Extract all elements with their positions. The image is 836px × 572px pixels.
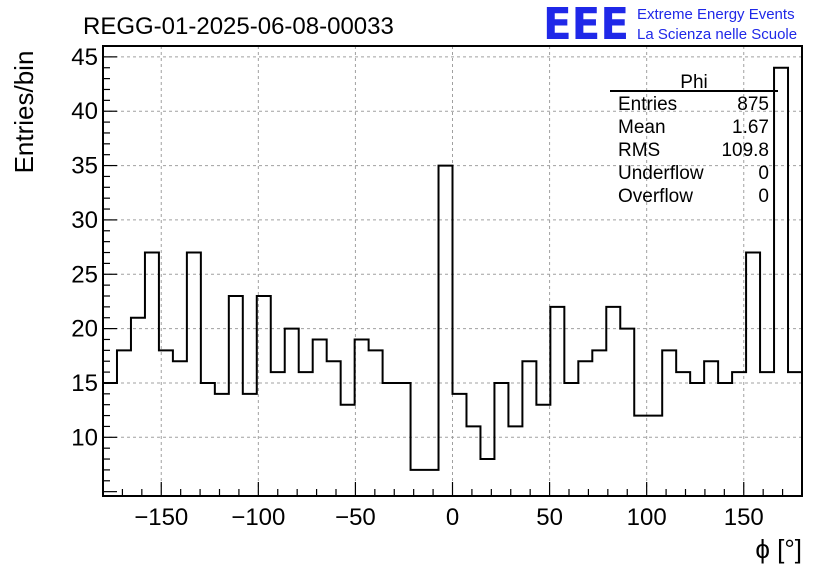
- x-tick-label: 0: [446, 504, 459, 531]
- histogram-bin: [480, 459, 494, 496]
- histogram-bin: [355, 339, 369, 496]
- histogram-bin: [522, 361, 536, 496]
- histogram-bin: [662, 350, 676, 496]
- histogram-bin: [285, 329, 299, 496]
- stats-label-underflow: Underflow: [618, 163, 704, 184]
- histogram-bin: [215, 394, 229, 496]
- stats-label-mean: Mean: [618, 117, 666, 138]
- histogram-bin: [494, 383, 508, 496]
- histogram-bin: [257, 296, 271, 496]
- stats-label-overflow: Overflow: [618, 186, 693, 207]
- x-tick-labels: −150 −100 −50 0 50 100 150: [134, 504, 764, 531]
- histogram-bin: [453, 394, 467, 496]
- y-tick-label: 15: [71, 370, 98, 397]
- stats-box: Phi Entries 875 Mean 1.67 RMS 109.8 Unde…: [610, 72, 778, 207]
- histogram-bin: [564, 383, 578, 496]
- stats-value-rms: 109.8: [721, 140, 769, 161]
- histogram-bin: [201, 383, 215, 496]
- histogram-bin: [592, 350, 606, 496]
- y-tick-label: 40: [71, 98, 98, 125]
- logo-line-2: La Scienza nelle Scuole: [637, 26, 797, 43]
- y-tick-label: 20: [71, 316, 98, 343]
- histogram-bin: [299, 372, 313, 496]
- stats-value-entries: 875: [737, 94, 769, 115]
- y-axis-label: Entries/bin: [9, 51, 39, 174]
- y-tick-label: 45: [71, 44, 98, 71]
- stats-title: Phi: [680, 72, 707, 93]
- chart-title: REGG-01-2025-06-08-00033: [83, 13, 394, 40]
- x-tick-label: 100: [627, 504, 667, 531]
- histogram-bin: [760, 372, 774, 496]
- y-tick-label: 35: [71, 153, 98, 180]
- stats-label-rms: RMS: [618, 140, 660, 161]
- histogram-bin: [508, 426, 522, 496]
- histogram-bin: [327, 361, 341, 496]
- stats-value-underflow: 0: [758, 163, 769, 184]
- eee-logo: EEE Extreme Energy Events La Scienza nel…: [543, 0, 797, 50]
- y-tick-label: 30: [71, 207, 98, 234]
- histogram-bin: [383, 383, 397, 496]
- eee-logo-letters: EEE: [543, 0, 629, 50]
- histogram-bin: [145, 253, 159, 496]
- histogram-bin: [718, 383, 732, 496]
- histogram-bin: [425, 470, 439, 496]
- x-tick-label: −150: [134, 504, 188, 531]
- histogram-bin: [341, 405, 355, 496]
- histogram-bin: [439, 166, 453, 496]
- histogram-bin: [173, 361, 187, 496]
- stats-label-entries: Entries: [618, 94, 677, 115]
- x-tick-label: −100: [231, 504, 285, 531]
- histogram-bin: [620, 329, 634, 496]
- histogram-bin: [397, 383, 411, 496]
- histogram-bin: [466, 426, 480, 496]
- logo-line-1: Extreme Energy Events: [637, 6, 795, 23]
- histogram-bin: [536, 405, 550, 496]
- histogram-bin: [313, 339, 327, 496]
- histogram-bin: [578, 361, 592, 496]
- x-tick-label: −50: [335, 504, 376, 531]
- histogram-bin: [271, 372, 285, 496]
- histogram-bin: [746, 253, 760, 496]
- histogram-bin: [774, 68, 788, 496]
- histogram-bin: [103, 383, 117, 496]
- histogram-bin: [606, 307, 620, 496]
- histogram-bin: [550, 307, 564, 496]
- histogram-bin: [229, 296, 243, 496]
- y-tick-label: 25: [71, 261, 98, 288]
- histogram-bin: [131, 318, 145, 496]
- x-tick-label: 150: [724, 504, 764, 531]
- histogram-series-line: [103, 66, 802, 471]
- axis-ticks: [103, 45, 784, 496]
- histogram-bin: [411, 470, 425, 496]
- stats-value-overflow: 0: [758, 186, 769, 207]
- stats-value-mean: 1.67: [732, 117, 769, 138]
- histogram-bin: [243, 394, 257, 496]
- histogram-bin: [117, 350, 131, 496]
- x-axis-label: ϕ [°]: [755, 534, 802, 564]
- histogram-bin: [704, 361, 718, 496]
- histogram-bin: [788, 372, 802, 496]
- histogram-bin: [648, 416, 662, 496]
- y-tick-label: 10: [71, 424, 98, 451]
- y-tick-labels: 10 15 20 25 30 35 40 45: [71, 44, 98, 451]
- histogram-bin: [690, 383, 704, 496]
- histogram-bin: [187, 253, 201, 496]
- x-tick-label: 50: [536, 504, 563, 531]
- histogram-bin: [369, 350, 383, 496]
- histogram-bin: [676, 372, 690, 496]
